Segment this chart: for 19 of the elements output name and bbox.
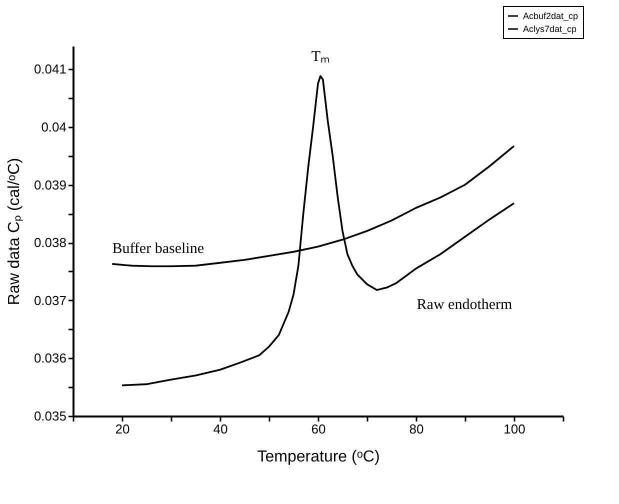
x-tick-label: 80 bbox=[409, 422, 424, 436]
y-tick-label: 0.037 bbox=[34, 292, 66, 308]
y-tick-label: 0.041 bbox=[34, 62, 66, 77]
legend-label: Aclys7dat_cp bbox=[523, 24, 577, 34]
x-tick-label: 60 bbox=[311, 422, 326, 436]
x-tick-label: 100 bbox=[504, 422, 526, 436]
y-tick-label: 0.04 bbox=[41, 119, 66, 134]
y-tick-label: 0.039 bbox=[34, 177, 66, 192]
y-tick-label: 0.038 bbox=[34, 235, 66, 250]
annotation: Buffer baseline bbox=[112, 240, 204, 257]
legend-label: Acbuf2dat_cp bbox=[523, 11, 578, 21]
y-axis-title: Raw data Cₚ (cal/ᵒC) bbox=[6, 158, 23, 306]
x-tick-label: 40 bbox=[213, 422, 228, 436]
annotation: Tₘ bbox=[311, 49, 330, 66]
y-tick-label: 0.036 bbox=[34, 350, 66, 366]
annotation: Raw endotherm bbox=[416, 296, 513, 313]
x-axis-title: Temperature (ᵒC) bbox=[257, 448, 380, 466]
x-tick-label: 20 bbox=[115, 422, 130, 436]
y-tick-label: 0.035 bbox=[34, 408, 66, 424]
